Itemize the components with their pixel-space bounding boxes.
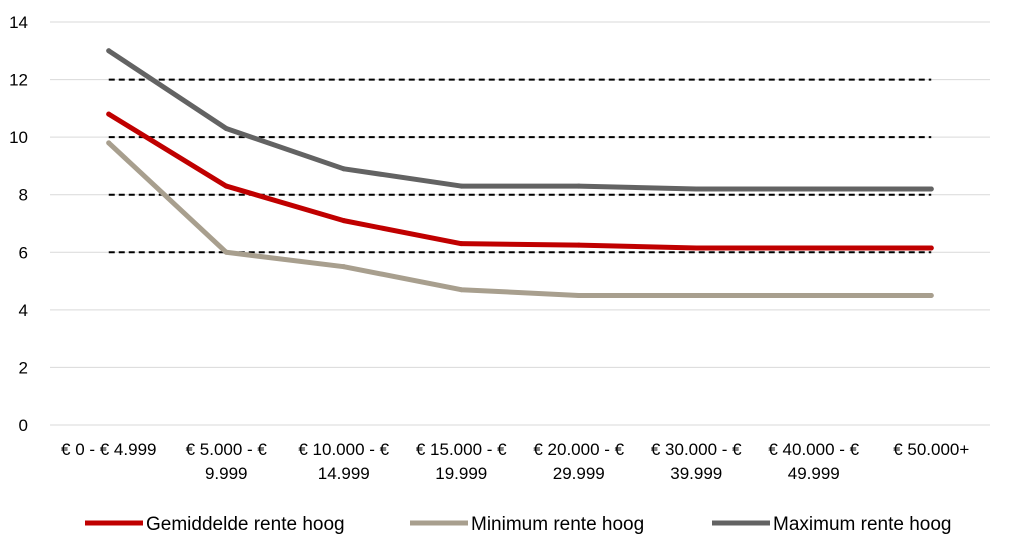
x-tick-label: € 5.000 - €9.999: [186, 440, 268, 483]
data-point: [458, 241, 464, 247]
data-point: [106, 48, 112, 54]
y-tick-label: 6: [19, 243, 28, 262]
data-point: [223, 126, 229, 132]
data-point: [458, 183, 464, 189]
data-point: [576, 183, 582, 189]
legend: Gemiddelde rente hoog Minimum rente hoog M…: [85, 514, 951, 534]
data-point: [576, 242, 582, 248]
data-point: [341, 218, 347, 224]
x-tick-label: € 30.000 - €39.999: [651, 440, 742, 483]
x-tick-label: € 50.000+: [893, 440, 969, 459]
data-point: [693, 186, 699, 192]
x-axis: € 0 - € 4.999 € 5.000 - €9.999 € 10.000 - …: [61, 440, 969, 483]
y-tick-label: 12: [9, 71, 28, 90]
data-point: [811, 292, 817, 298]
data-point: [928, 186, 934, 192]
series-lines: [106, 48, 934, 298]
data-point: [458, 287, 464, 293]
y-tick-label: 8: [19, 186, 28, 205]
gridlines: [50, 21, 990, 426]
data-point: [811, 186, 817, 192]
data-point: [928, 292, 934, 298]
x-tick-label: € 20.000 - €29.999: [533, 440, 624, 483]
data-point: [106, 111, 112, 117]
data-point: [811, 245, 817, 251]
series-line-2: [106, 48, 934, 192]
data-point: [223, 249, 229, 255]
y-tick-label: 4: [19, 301, 28, 320]
y-tick-label: 14: [9, 13, 28, 32]
y-tick-label: 2: [19, 358, 28, 377]
data-point: [341, 166, 347, 172]
data-point: [693, 292, 699, 298]
legend-label-0: Gemiddelde rente hoog: [146, 514, 345, 534]
data-point: [693, 245, 699, 251]
data-point: [223, 183, 229, 189]
series-line-0: [106, 111, 934, 251]
series-line-1: [106, 140, 934, 298]
legend-label-1: Minimum rente hoog: [471, 514, 644, 534]
dashed-reference-lines: [108, 78, 932, 254]
x-tick-label: € 15.000 - €19.999: [416, 440, 507, 483]
x-tick-label: € 0 - € 4.999: [61, 440, 156, 459]
data-point: [928, 245, 934, 251]
data-point: [576, 292, 582, 298]
x-tick-label: € 10.000 - €14.999: [298, 440, 389, 483]
y-axis: 0 2 4 6 8 10 12 14: [9, 13, 28, 435]
data-point: [106, 140, 112, 146]
y-tick-label: 0: [19, 416, 28, 435]
legend-label-2: Maximum rente hoog: [773, 514, 951, 534]
y-tick-label: 10: [9, 128, 28, 147]
data-point: [341, 264, 347, 270]
x-tick-label: € 40.000 - €49.999: [768, 440, 859, 483]
